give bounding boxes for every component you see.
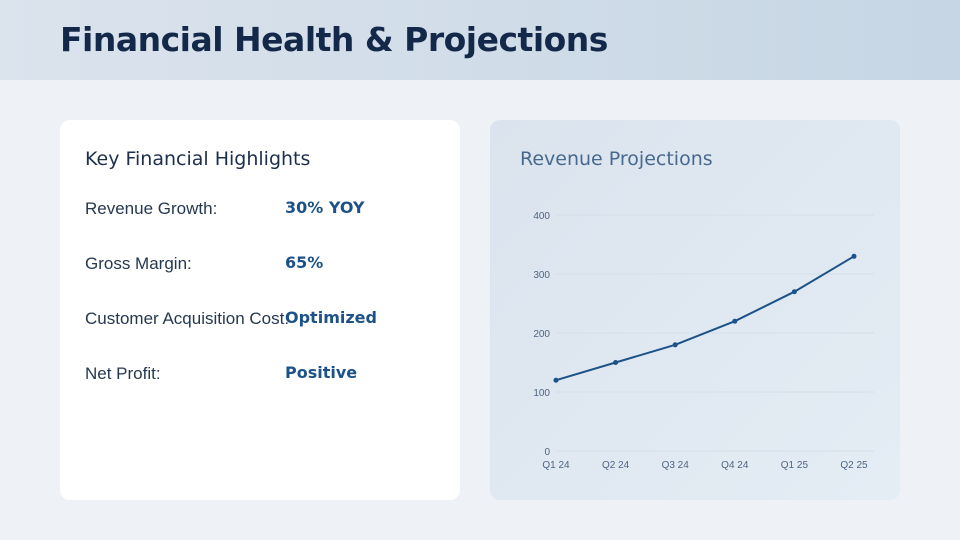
data-point xyxy=(613,360,619,365)
header: Financial Health & Projections xyxy=(0,0,960,80)
x-tick-label: Q1 24 xyxy=(542,460,570,471)
revenue-line-chart: 0 100 200 300 400 Q1 24 Q2 24 Q3 24 Q4 24 Q1 25 Q2… xyxy=(533,211,874,471)
y-tick-label: 0 xyxy=(544,447,550,458)
x-tick-label: Q2 24 xyxy=(602,460,630,471)
y-tick-label: 200 xyxy=(533,329,550,340)
x-tick-label: Q2 25 xyxy=(840,460,868,471)
y-tick-label: 100 xyxy=(533,388,550,399)
chart-title: Revenue Projections xyxy=(520,148,713,170)
y-tick-label: 400 xyxy=(533,211,550,222)
highlight-label: Net Profit: xyxy=(85,364,161,383)
x-tick-label: Q4 24 xyxy=(721,460,749,471)
highlight-row: Revenue Growth: 30% YOY xyxy=(85,198,365,219)
highlight-value: Optimized xyxy=(285,308,377,327)
data-point xyxy=(851,253,857,259)
highlight-value: Positive xyxy=(285,363,358,382)
highlight-row: Gross Margin: 65% xyxy=(85,253,323,274)
series-line xyxy=(555,255,855,382)
y-tick-label: 300 xyxy=(533,270,550,281)
data-point xyxy=(553,377,559,383)
chart-card: Revenue Projections 0 100 200 300 400 Q1 24 Q2… xyxy=(490,120,900,500)
highlight-row: Net Profit: Positive xyxy=(85,363,357,384)
data-point xyxy=(791,289,797,295)
highlight-value: 30% YOY xyxy=(285,198,365,217)
highlights-title: Key Financial Highlights xyxy=(85,148,311,170)
data-point xyxy=(732,318,738,324)
page-title: Financial Health & Projections xyxy=(60,20,608,59)
highlight-value: 65% xyxy=(285,253,324,272)
highlight-row: Customer Acquisition Cost: Optimized xyxy=(85,308,377,329)
highlight-label: Revenue Growth: xyxy=(85,199,218,218)
x-tick-label: Q3 24 xyxy=(662,460,690,471)
data-point xyxy=(672,342,678,348)
highlight-label: Gross Margin: xyxy=(85,254,192,273)
highlights-card: Key Financial Highlights Revenue Growth:… xyxy=(60,120,460,500)
x-tick-label: Q1 25 xyxy=(781,460,809,471)
highlight-label: Customer Acquisition Cost: xyxy=(85,309,290,328)
